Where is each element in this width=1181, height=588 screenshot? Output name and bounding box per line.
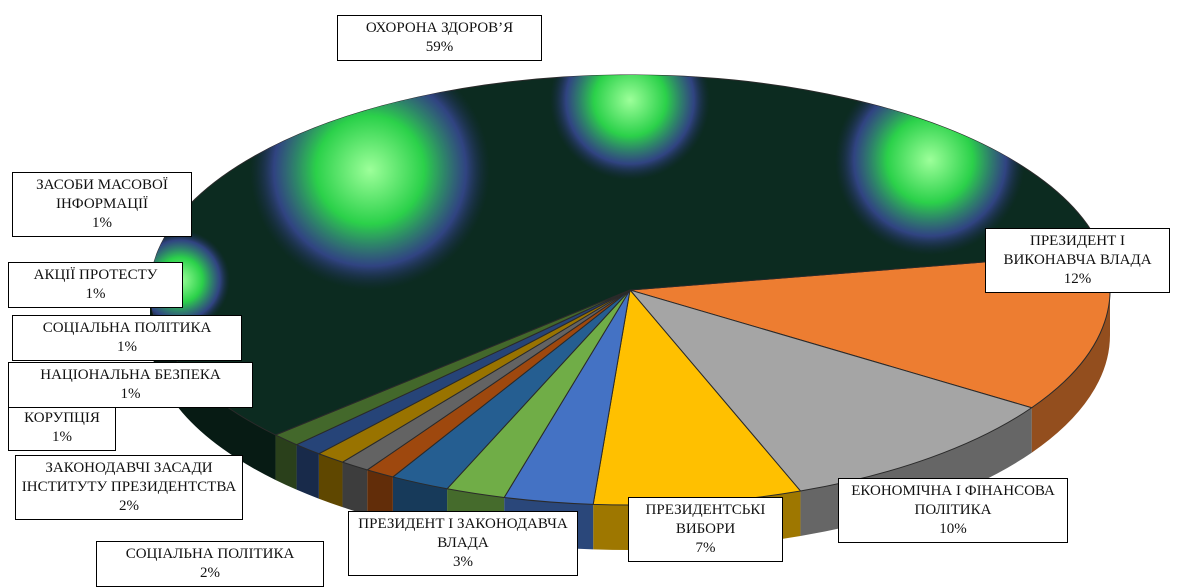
label-category: ПРЕЗИДЕНТ І ЗАКОНОДАВЧА ВЛАДА: [353, 515, 573, 553]
label-value: 59%: [342, 38, 537, 57]
data-label: ЗАКОНОДАВЧІ ЗАСАДИ ІНСТИТУТУ ПРЕЗИДЕНТСТ…: [15, 455, 243, 520]
label-value: 3%: [353, 553, 573, 572]
label-category: ЗАКОНОДАВЧІ ЗАСАДИ ІНСТИТУТУ ПРЕЗИДЕНТСТ…: [20, 459, 238, 497]
label-category: АКЦІЇ ПРОТЕСТУ: [13, 266, 178, 285]
label-category: КОРУПЦІЯ: [13, 409, 111, 428]
label-value: 1%: [13, 285, 178, 304]
label-value: 12%: [990, 270, 1165, 289]
label-category: ЗАСОБИ МАСОВОЇ ІНФОРМАЦІЇ: [17, 176, 187, 214]
label-category: ПРЕЗИДЕНТ І ВИКОНАВЧА ВЛАДА: [990, 232, 1165, 270]
label-category: ПРЕЗИДЕНТСЬКІ ВИБОРИ: [633, 501, 778, 539]
label-value: 7%: [633, 539, 778, 558]
chart: ПРЕЗИДЕНТ І ВИКОНАВЧА ВЛАДА12% ЕКОНОМІЧНА…: [0, 0, 1181, 588]
label-value: 2%: [20, 497, 238, 516]
label-category: СОЦІАЛЬНА ПОЛІТИКА: [17, 319, 237, 338]
slice-side: [319, 454, 343, 507]
label-value: 10%: [843, 520, 1063, 539]
label-category: ЕКОНОМІЧНА І ФІНАНСОВА ПОЛІТИКА: [843, 482, 1063, 520]
slice-side: [342, 462, 367, 515]
label-value: 2%: [101, 564, 319, 583]
label-category: НАЦІОНАЛЬНА БЕЗПЕКА: [13, 366, 248, 385]
label-category: ОХОРОНА ЗДОРОВ’Я: [342, 19, 537, 38]
label-value: 1%: [17, 214, 187, 233]
label-value: 1%: [13, 385, 248, 404]
label-category: СОЦІАЛЬНА ПОЛІТИКА: [101, 545, 319, 564]
label-value: 1%: [13, 428, 111, 447]
label-value: 1%: [17, 338, 237, 357]
